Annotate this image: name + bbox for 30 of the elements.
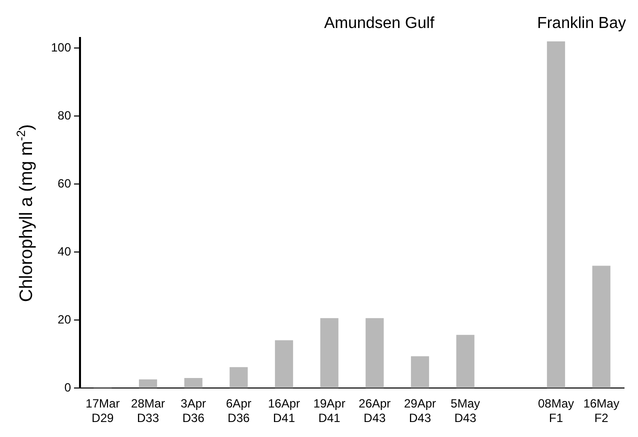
bar [230, 367, 248, 388]
x-tick-label: 08May F1 [538, 396, 574, 426]
x-tick-label: 16May F2 [583, 396, 620, 426]
x-tick-label: 28Mar D33 [131, 396, 166, 426]
x-tick-label: 3Apr D36 [180, 396, 206, 426]
y-axis-title: Chlorophyll a (mg m-2) [14, 124, 36, 302]
y-tick-label: 100 [50, 40, 72, 55]
x-tick-label: 6Apr D36 [226, 396, 252, 426]
bar [410, 356, 430, 388]
y-tick-label: 40 [58, 244, 72, 259]
y-tick-label: 0 [64, 380, 72, 395]
bar [320, 318, 338, 388]
x-tick-label: 26Apr D43 [358, 396, 391, 426]
bar [138, 379, 158, 388]
bar [546, 41, 566, 388]
bar [592, 266, 610, 388]
y-tick-label: 20 [58, 312, 72, 327]
x-tick-label: 5May D43 [450, 396, 480, 426]
bar [366, 318, 384, 388]
text: Franklin Bay [537, 15, 626, 32]
y-tick-label: 60 [58, 176, 72, 191]
x-tick-label: 19Apr D41 [313, 396, 346, 426]
x-tick-label: 16Apr D41 [268, 396, 300, 426]
bar [456, 334, 474, 388]
bar [274, 340, 294, 388]
x-tick-label: 29Apr D43 [404, 396, 436, 426]
x-tick-label: 17Mar D29 [86, 396, 120, 426]
bar [184, 378, 202, 388]
y-tick-label: 80 [58, 108, 72, 123]
text: Amundsen Gulf [324, 15, 435, 32]
